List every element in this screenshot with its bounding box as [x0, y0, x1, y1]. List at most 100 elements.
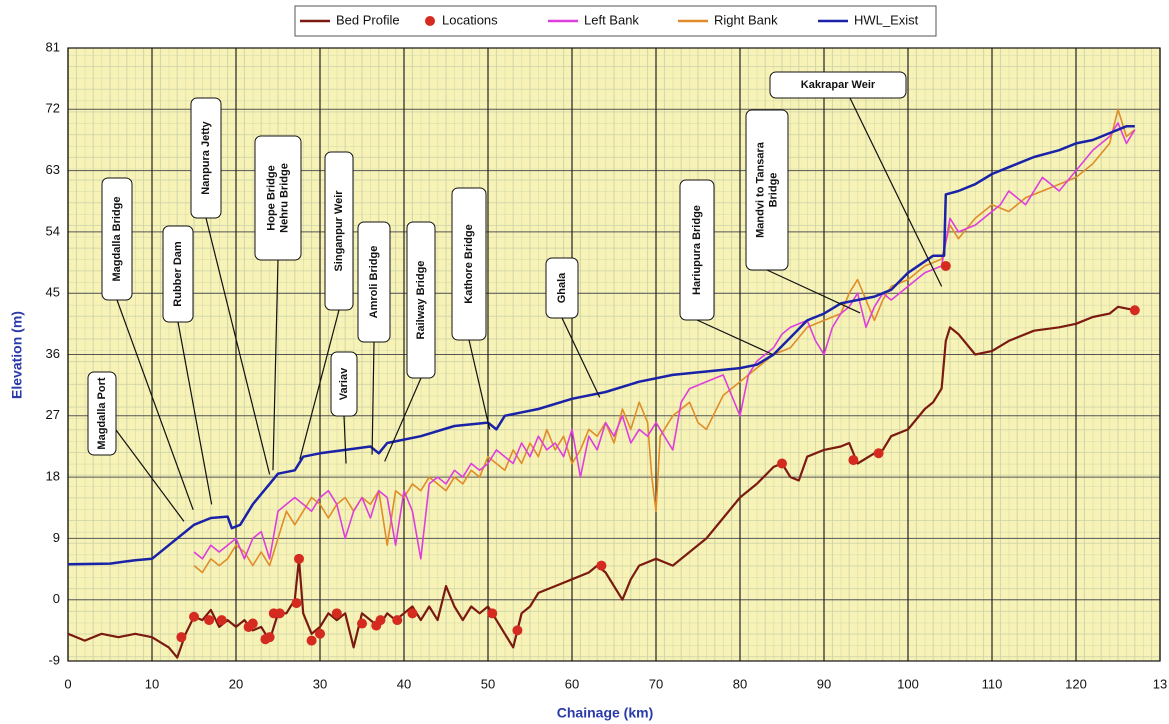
annotation-leader	[343, 415, 347, 464]
location-marker	[392, 615, 403, 626]
legend-label: Bed Profile	[336, 12, 400, 27]
x-tick-label: 90	[817, 676, 831, 691]
x-tick-label: 120	[1065, 676, 1087, 691]
annotation-leader	[371, 341, 375, 455]
location-marker	[407, 608, 418, 619]
x-tick-label: 0	[64, 676, 71, 691]
annotation-leader	[468, 339, 491, 430]
annotation-box	[330, 351, 358, 417]
y-axis-title: Elevation (m)	[9, 311, 25, 399]
location-marker	[357, 618, 367, 629]
annotation-text: Nanpura Jetty	[200, 120, 212, 194]
annotation-leader	[299, 309, 340, 460]
annotation-text: Kathore Bridge	[463, 224, 475, 303]
annotation-leader	[561, 317, 601, 398]
legend-label: Left Bank	[584, 12, 639, 27]
annotation-leader	[272, 259, 279, 471]
y-tick-label: -9	[48, 652, 60, 667]
x-tick-label: 20	[229, 676, 243, 691]
x-tick-label: 50	[481, 676, 495, 691]
annotation-leader	[115, 429, 185, 522]
annotation-box	[101, 177, 133, 301]
annotation-text: Rubber Dam	[172, 241, 184, 307]
annotation-box	[545, 257, 579, 319]
series-line	[193, 122, 1136, 560]
location-marker	[204, 615, 215, 626]
location-marker	[291, 598, 302, 609]
x-tick-label: 10	[145, 676, 159, 691]
annotation-text: Magdalla Bridge	[111, 197, 123, 282]
legend-marker	[425, 16, 435, 26]
y-tick-label: 9	[53, 530, 60, 545]
y-tick-label: 81	[46, 39, 60, 54]
annotation-box	[679, 179, 715, 321]
annotation-text: Kakrapar Weir	[801, 79, 876, 91]
annotation-box	[190, 97, 222, 219]
y-tick-label: 36	[46, 346, 60, 361]
annotation-text: Singanpur Weir	[333, 190, 345, 272]
annotation-leader	[696, 319, 774, 356]
y-tick-label: 18	[46, 469, 60, 484]
annotation-text: Amroli Bridge	[368, 246, 380, 319]
legend-label: HWL_Exist	[854, 12, 919, 27]
location-marker	[596, 560, 607, 571]
x-tick-label: 60	[565, 676, 579, 691]
annotation-text: Mandvi to Tansara	[754, 141, 766, 238]
annotation-text: Magdalla Port	[96, 377, 108, 449]
y-tick-label: 27	[46, 407, 60, 422]
plot-border	[67, 47, 1161, 662]
annotation-box	[162, 225, 194, 323]
annotation-box	[451, 187, 487, 341]
series-line	[193, 108, 1136, 574]
x-tick-label: 40	[397, 676, 411, 691]
location-marker	[264, 632, 275, 643]
location-marker	[375, 615, 386, 626]
series-line	[67, 125, 1135, 566]
legend-label: Locations	[442, 12, 498, 27]
x-tick-label: 100	[897, 676, 919, 691]
x-tick-label: 30	[313, 676, 327, 691]
annotation-box	[769, 71, 907, 99]
annotation-box	[254, 135, 302, 261]
legend-label: Right Bank	[714, 12, 778, 27]
x-tick-label: 110	[982, 676, 1003, 691]
location-marker	[176, 632, 187, 643]
x-tick-label: 13	[1153, 676, 1167, 691]
y-tick-label: 72	[46, 101, 60, 116]
location-marker	[247, 618, 258, 629]
annotation-leader	[384, 377, 422, 462]
location-marker	[274, 608, 285, 619]
annotation-leader	[177, 321, 213, 505]
annotation-leader	[766, 269, 861, 314]
annotation-text: Variav	[338, 367, 350, 400]
location-marker	[1129, 305, 1140, 316]
annotation-leader	[116, 299, 194, 510]
annotation-box	[745, 109, 789, 271]
annotation-text: Railway Bridge	[415, 261, 427, 340]
annotation-text: Nehru Bridge	[278, 163, 290, 233]
x-axis-title: Chainage (km)	[557, 705, 653, 721]
location-marker	[487, 608, 498, 619]
annotation-leader	[205, 217, 271, 475]
location-marker	[848, 455, 859, 466]
y-tick-label: 63	[46, 162, 60, 177]
location-marker	[189, 611, 199, 622]
annotation-text: Hope Bridge	[265, 165, 277, 230]
y-tick-label: 45	[46, 285, 60, 300]
x-tick-label: 70	[649, 676, 663, 691]
y-tick-label: 54	[46, 223, 60, 238]
location-marker	[512, 625, 523, 636]
annotation-box	[357, 221, 391, 343]
annotation-text: Hariupura Bridge	[691, 205, 703, 295]
location-marker	[331, 608, 342, 619]
location-marker	[777, 458, 787, 469]
x-tick-label: 80	[733, 676, 747, 691]
annotation-box	[324, 151, 354, 311]
location-marker	[294, 553, 304, 564]
annotation-text: Bridge	[767, 173, 779, 208]
location-marker	[940, 260, 951, 271]
location-marker	[216, 615, 227, 626]
location-marker	[873, 448, 884, 459]
